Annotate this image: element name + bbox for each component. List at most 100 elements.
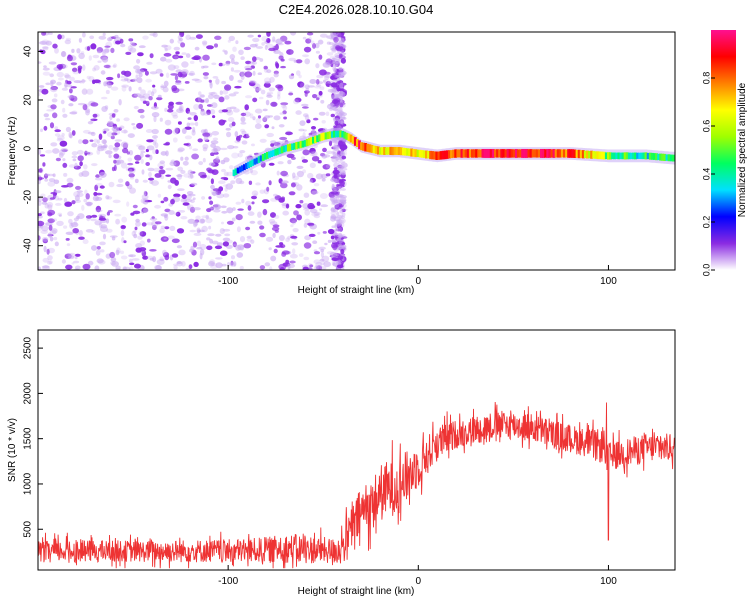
- spectrogram-noise-speck: [177, 210, 186, 213]
- spectrogram-noise-speck: [167, 108, 174, 113]
- spectrogram-noise-speck: [273, 49, 281, 54]
- spectrogram-ridge-cell: [385, 147, 388, 155]
- spectrogram-noise-speck: [136, 69, 145, 74]
- spectrogram-noise-speck: [93, 191, 98, 197]
- spectrogram-noise-speck: [239, 150, 246, 154]
- spectrogram-noise-speck: [161, 44, 168, 48]
- spectrogram-noise-speck: [337, 95, 344, 100]
- spectrogram-noise-speck: [104, 48, 110, 53]
- spectrogram-noise-speck: [319, 69, 327, 76]
- spectrogram-noise-speck: [311, 155, 320, 162]
- spectrogram-noise-speck: [132, 210, 141, 215]
- spectrogram-noise-speck: [137, 235, 143, 240]
- spectrogram-noise-speck: [252, 56, 257, 62]
- spectrogram-ridge-cell: [347, 133, 351, 142]
- spectrogram-noise-speck: [118, 99, 122, 106]
- spectrogram-noise-speck: [220, 205, 227, 209]
- spectrogram-noise-speck: [231, 255, 235, 260]
- spectrogram-noise-speck: [228, 35, 235, 42]
- spectrogram-ridge-cell: [458, 149, 462, 158]
- spectrogram-ridge-cell: [581, 150, 585, 159]
- spectrogram-noise-speck: [152, 84, 156, 88]
- spectrogram-ridge-cell: [420, 150, 424, 158]
- spectrogram-noise-speck: [258, 96, 264, 100]
- spectrogram-ridge-cell: [586, 150, 589, 159]
- spectrogram-noise-speck: [336, 203, 343, 210]
- spectrogram-noise-speck: [313, 183, 320, 187]
- spectrogram-noise-speck: [105, 89, 110, 95]
- spectrogram-noise-speck: [176, 261, 182, 265]
- spectrogram-ridge-cell: [540, 149, 543, 158]
- spectrogram-noise-speck: [309, 162, 316, 169]
- spectrogram-ridge-cell: [370, 144, 374, 153]
- spectrogram-ridge-cell: [454, 149, 458, 158]
- spectrogram-noise-speck: [193, 220, 199, 227]
- snr-y-tick-label: 2000: [23, 382, 34, 405]
- spectrogram-noise-speck: [211, 62, 217, 66]
- spectrogram-noise-speck: [94, 220, 102, 226]
- spectrogram-noise-speck: [120, 162, 128, 169]
- spectrogram-noise-speck: [185, 142, 191, 147]
- spectrogram-noise-speck: [279, 112, 285, 115]
- spectrogram-ridge-cell: [326, 131, 330, 139]
- spectrogram-noise-speck: [237, 152, 243, 158]
- spectrogram-noise-speck: [287, 263, 291, 270]
- spectrogram-noise-speck: [208, 92, 216, 95]
- spectrogram-noise-speck: [181, 69, 189, 75]
- spectrogram-noise-speck: [38, 235, 41, 241]
- spectrogram-noise-speck: [79, 80, 83, 84]
- spectrogram-noise-speck: [192, 148, 199, 151]
- spectrogram-noise-speck: [212, 76, 219, 79]
- spectrogram-noise-speck: [95, 192, 103, 196]
- spectrogram-noise-speck: [261, 35, 269, 42]
- spectrogram-noise-speck: [68, 218, 73, 224]
- spectrogram-noise-speck: [163, 237, 167, 240]
- spectrogram-noise-speck: [162, 252, 170, 258]
- spectrogram-noise-speck: [48, 224, 53, 231]
- spectrogram-noise-speck: [218, 119, 226, 126]
- spectrogram-noise-speck: [152, 140, 157, 146]
- spectrogram-noise-speck: [296, 165, 304, 169]
- spectrogram-ridge-cell: [391, 147, 395, 156]
- spectrogram-noise-speck: [148, 177, 155, 181]
- spectrogram-noise-speck: [308, 36, 312, 43]
- spectrogram-noise-speck: [45, 82, 51, 86]
- spectrogram-noise-speck: [90, 218, 97, 222]
- spectrogram-noise-speck: [181, 194, 187, 200]
- spectrogram-noise-speck: [53, 192, 57, 196]
- spectrogram-noise-speck: [86, 88, 94, 95]
- spectrogram-noise-speck: [91, 245, 98, 251]
- spectrogram-noise-speck: [168, 210, 175, 215]
- spectrogram-noise-speck: [340, 167, 348, 171]
- snr-frame: [37, 329, 676, 571]
- spectrogram-noise-speck: [147, 167, 155, 172]
- spectrogram-noise-speck: [233, 261, 237, 267]
- spectrogram-noise-speck: [38, 61, 42, 64]
- spectrogram-noise-speck: [251, 61, 258, 65]
- spectrogram-ridge-cell: [615, 152, 619, 159]
- spectrogram-noise-speck: [188, 72, 196, 76]
- spectrogram-noise-speck: [110, 135, 115, 140]
- spectrogram-noise-speck: [145, 78, 152, 83]
- spectrogram-ridge-cell: [274, 148, 278, 156]
- spectrogram-noise-speck: [254, 123, 262, 130]
- spectrogram-ridge-cell: [550, 149, 554, 158]
- spectrogram-noise-speck: [252, 70, 256, 76]
- spectrogram-noise-speck: [41, 265, 50, 269]
- spectrogram-noise-speck: [46, 248, 50, 255]
- spectrogram-noise-speck: [38, 220, 45, 227]
- spectrogram-noise-speck: [270, 101, 278, 107]
- spectrogram-noise-speck: [340, 188, 346, 191]
- spectrogram-noise-speck: [49, 86, 58, 93]
- spectrogram-noise-speck: [86, 201, 92, 206]
- spectrogram-noise-speck: [173, 46, 180, 51]
- spectrogram-noise-speck: [177, 71, 183, 78]
- spectrogram-noise-speck: [86, 75, 91, 80]
- spectrogram-noise-speck: [233, 91, 239, 95]
- spectrogram-noise-speck: [188, 72, 194, 76]
- spectrogram-noise-speck: [310, 40, 315, 45]
- spectrogram-noise-speck: [171, 87, 180, 94]
- spectrogram-noise-speck: [301, 159, 308, 163]
- snr-x-axis-label: Height of straight line (km): [298, 586, 415, 597]
- spectrogram-noise-speck: [93, 79, 101, 84]
